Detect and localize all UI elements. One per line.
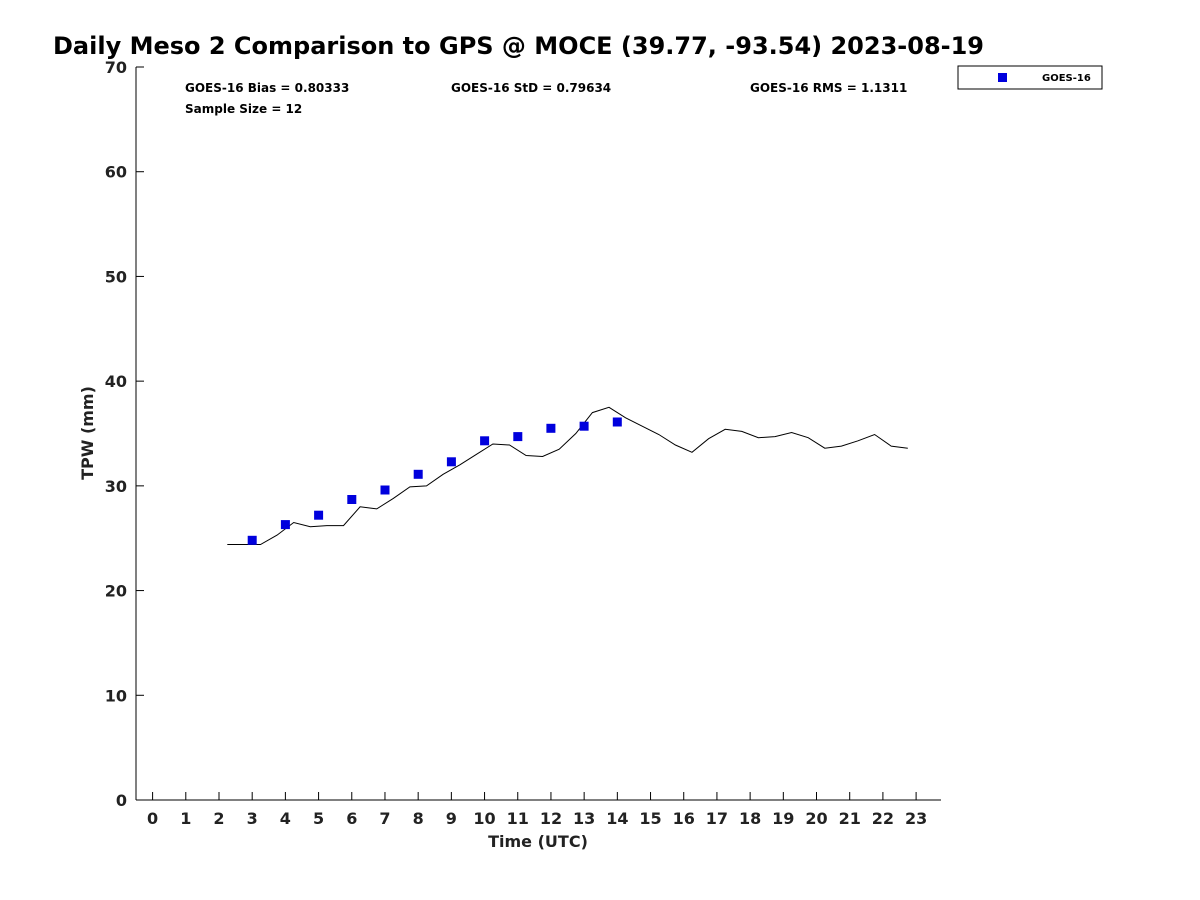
x-tick-label: 10 <box>473 809 495 828</box>
x-tick-label: 19 <box>772 809 794 828</box>
goes16-data-point <box>579 421 589 431</box>
std-stat: GOES-16 StD = 0.79634 <box>451 81 611 95</box>
y-tick-label: 30 <box>105 477 127 496</box>
legend-marker-goes16 <box>998 73 1007 82</box>
goes16-data-point <box>446 457 456 467</box>
legend-box <box>957 65 1103 90</box>
x-tick-label: 21 <box>839 809 861 828</box>
y-tick-label: 40 <box>105 372 127 391</box>
x-tick-label: 14 <box>606 809 628 828</box>
x-tick-label: 15 <box>639 809 661 828</box>
gps-series-line <box>227 406 908 545</box>
x-tick-label: 11 <box>507 809 529 828</box>
x-tick-label: 9 <box>446 809 457 828</box>
goes16-data-point <box>314 510 324 520</box>
y-tick-label: 50 <box>105 267 127 286</box>
sample-size-stat: Sample Size = 12 <box>185 102 302 116</box>
x-tick-label: 4 <box>280 809 291 828</box>
goes16-data-point <box>380 485 390 495</box>
x-tick-label: 17 <box>706 809 728 828</box>
legend-label-goes16: GOES-16 <box>1042 73 1091 84</box>
goes16-data-point <box>480 436 490 446</box>
x-tick-label: 20 <box>805 809 827 828</box>
goes16-data-point <box>413 469 423 479</box>
y-tick-label: 20 <box>105 582 127 601</box>
rms-stat: GOES-16 RMS = 1.1311 <box>750 81 907 95</box>
x-tick-label: 1 <box>180 809 191 828</box>
x-tick-label: 0 <box>147 809 158 828</box>
y-tick-label: 10 <box>105 686 127 705</box>
goes16-data-point <box>513 432 523 442</box>
y-axis-ticks: 0 10 20 30 40 50 60 70 <box>105 58 144 810</box>
plot-area <box>227 406 908 545</box>
x-tick-label: 16 <box>673 809 695 828</box>
legend: GOES-16 <box>957 65 1103 90</box>
x-tick-label: 23 <box>905 809 927 828</box>
goes16-data-point <box>546 423 556 433</box>
y-tick-label: 60 <box>105 163 127 182</box>
x-axis-ticks: 0 1 2 3 4 5 6 7 8 9 10 11 12 13 14 15 16 17 18 19 20 21 22 23 <box>147 792 927 828</box>
x-tick-label: 8 <box>413 809 424 828</box>
x-tick-label: 7 <box>379 809 390 828</box>
goes16-data-point <box>280 520 290 530</box>
y-tick-label: 0 <box>116 791 127 810</box>
x-tick-label: 22 <box>872 809 894 828</box>
chart-title: Daily Meso 2 Comparison to GPS @ MOCE (3… <box>53 32 984 60</box>
y-axis-label: TPW (mm) <box>78 386 97 480</box>
goes16-data-point <box>347 495 357 504</box>
bias-stat: GOES-16 Bias = 0.80333 <box>185 81 349 95</box>
x-tick-label: 13 <box>573 809 595 828</box>
goes16-data-point <box>247 535 257 545</box>
x-tick-label: 6 <box>346 809 357 828</box>
x-tick-label: 2 <box>213 809 224 828</box>
x-tick-label: 18 <box>739 809 761 828</box>
y-tick-label: 70 <box>105 58 127 77</box>
goes16-data-point <box>612 417 622 427</box>
x-tick-label: 3 <box>247 809 258 828</box>
x-axis-label: Time (UTC) <box>488 832 588 851</box>
x-tick-label: 5 <box>313 809 324 828</box>
x-tick-label: 12 <box>540 809 562 828</box>
